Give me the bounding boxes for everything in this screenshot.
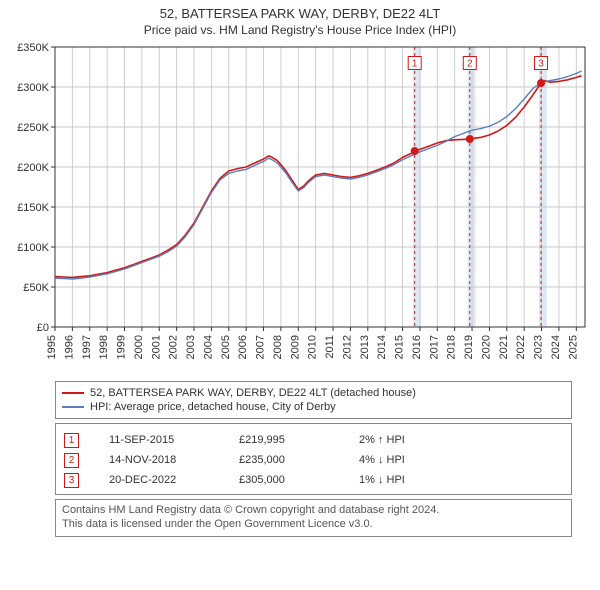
svg-text:2013: 2013 bbox=[359, 335, 371, 359]
svg-text:2019: 2019 bbox=[463, 335, 475, 359]
svg-text:£150K: £150K bbox=[17, 202, 49, 214]
svg-text:2014: 2014 bbox=[376, 335, 388, 359]
svg-text:1997: 1997 bbox=[81, 335, 93, 359]
svg-text:2007: 2007 bbox=[255, 335, 267, 359]
svg-text:2008: 2008 bbox=[272, 335, 284, 359]
sale-hpi-delta: 1% ↓ HPI bbox=[359, 474, 565, 486]
chart-subtitle: Price paid vs. HM Land Registry's House … bbox=[0, 23, 600, 37]
sale-hpi-delta: 2% ↑ HPI bbox=[359, 434, 565, 446]
svg-text:1: 1 bbox=[412, 59, 418, 70]
price-chart: £0 £50K £100K £150K £200K £250K £300K £350K 1995… bbox=[0, 37, 600, 377]
sale-row: 2 14-NOV-2018£235,0004% ↓ HPI bbox=[62, 450, 565, 470]
svg-text:£0: £0 bbox=[37, 322, 49, 334]
svg-text:2022: 2022 bbox=[515, 335, 527, 359]
svg-text:2012: 2012 bbox=[341, 335, 353, 359]
svg-text:£350K: £350K bbox=[17, 42, 49, 54]
license-notice: Contains HM Land Registry data © Crown c… bbox=[55, 499, 572, 537]
svg-text:2000: 2000 bbox=[133, 335, 145, 359]
svg-text:1998: 1998 bbox=[98, 335, 110, 359]
sale-marker: 1 bbox=[64, 433, 79, 448]
legend-swatch bbox=[62, 406, 84, 408]
sale-row: 3 20-DEC-2022£305,0001% ↓ HPI bbox=[62, 470, 565, 490]
svg-text:1995: 1995 bbox=[46, 335, 58, 359]
sale-marker: 3 bbox=[64, 473, 79, 488]
svg-text:2015: 2015 bbox=[394, 335, 406, 359]
svg-text:2017: 2017 bbox=[428, 335, 440, 359]
svg-text:2016: 2016 bbox=[411, 335, 423, 359]
sale-date: 11-SEP-2015 bbox=[109, 434, 239, 446]
svg-text:£300K: £300K bbox=[17, 82, 49, 94]
legend-item: HPI: Average price, detached house, City… bbox=[62, 400, 565, 414]
chart-title-address: 52, BATTERSEA PARK WAY, DERBY, DE22 4LT bbox=[0, 6, 600, 21]
sales-table: 1 11-SEP-2015£219,9952% ↑ HPI 2 14-NOV-2018… bbox=[55, 423, 572, 495]
sale-price: £305,000 bbox=[239, 474, 359, 486]
legend-item: 52, BATTERSEA PARK WAY, DERBY, DE22 4LT … bbox=[62, 386, 565, 400]
sale-marker: 2 bbox=[64, 453, 79, 468]
svg-text:2024: 2024 bbox=[550, 335, 562, 359]
license-line-2: This data is licensed under the Open Gov… bbox=[62, 518, 565, 532]
legend-label: 52, BATTERSEA PARK WAY, DERBY, DE22 4LT … bbox=[90, 387, 416, 399]
svg-text:2003: 2003 bbox=[185, 335, 197, 359]
svg-text:£200K: £200K bbox=[17, 162, 49, 174]
svg-text:3: 3 bbox=[538, 59, 544, 70]
svg-text:2002: 2002 bbox=[168, 335, 180, 359]
svg-text:2011: 2011 bbox=[324, 335, 336, 359]
legend-swatch bbox=[62, 392, 84, 394]
svg-text:2: 2 bbox=[467, 59, 473, 70]
svg-text:2001: 2001 bbox=[150, 335, 162, 359]
svg-text:2006: 2006 bbox=[237, 335, 249, 359]
legend: 52, BATTERSEA PARK WAY, DERBY, DE22 4LT … bbox=[55, 381, 572, 419]
svg-text:2023: 2023 bbox=[533, 335, 545, 359]
svg-text:£250K: £250K bbox=[17, 122, 49, 134]
license-line-1: Contains HM Land Registry data © Crown c… bbox=[62, 504, 565, 518]
sale-date: 20-DEC-2022 bbox=[109, 474, 239, 486]
svg-text:2025: 2025 bbox=[567, 335, 579, 359]
legend-label: HPI: Average price, detached house, City… bbox=[90, 401, 336, 413]
sale-price: £219,995 bbox=[239, 434, 359, 446]
svg-text:1996: 1996 bbox=[63, 335, 75, 359]
svg-text:1999: 1999 bbox=[116, 335, 128, 359]
sale-hpi-delta: 4% ↓ HPI bbox=[359, 454, 565, 466]
svg-text:2005: 2005 bbox=[220, 335, 232, 359]
sale-date: 14-NOV-2018 bbox=[109, 454, 239, 466]
svg-text:2021: 2021 bbox=[498, 335, 510, 359]
svg-text:2020: 2020 bbox=[480, 335, 492, 359]
sale-price: £235,000 bbox=[239, 454, 359, 466]
svg-text:2010: 2010 bbox=[307, 335, 319, 359]
chart-container: £0 £50K £100K £150K £200K £250K £300K £350K 1995… bbox=[0, 37, 600, 377]
svg-text:2009: 2009 bbox=[289, 335, 301, 359]
svg-text:2004: 2004 bbox=[202, 335, 214, 359]
svg-text:£100K: £100K bbox=[17, 242, 49, 254]
svg-text:£50K: £50K bbox=[23, 282, 49, 294]
sale-row: 1 11-SEP-2015£219,9952% ↑ HPI bbox=[62, 430, 565, 450]
svg-text:2018: 2018 bbox=[446, 335, 458, 359]
